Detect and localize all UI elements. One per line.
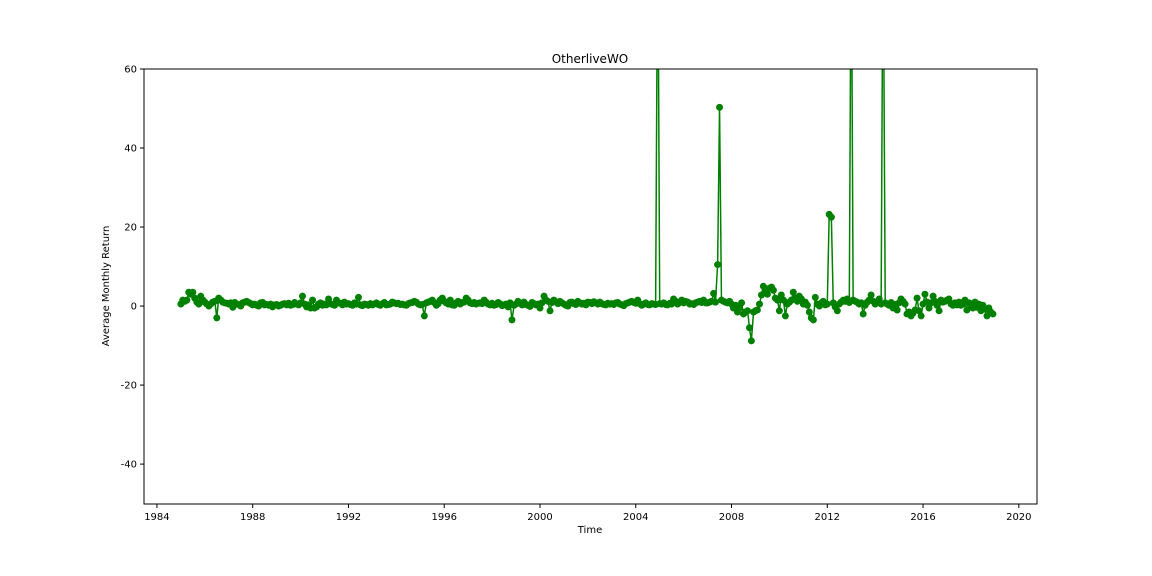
data-point [913, 294, 921, 302]
data-point [769, 286, 777, 294]
data-point [901, 300, 909, 308]
data-point [809, 316, 817, 324]
data-point [935, 307, 943, 315]
data-point [775, 307, 783, 315]
x-tick-label: 2004 [623, 512, 648, 523]
data-point [933, 301, 941, 309]
data-point [710, 289, 718, 297]
axes-frame [143, 68, 1038, 505]
y-tick-label: -20 [121, 381, 137, 392]
data-point [309, 296, 317, 304]
data-point [789, 288, 797, 296]
plot-area [177, 69, 997, 345]
x-tick-label: 1988 [240, 512, 265, 523]
data-point [753, 306, 761, 314]
data-point [745, 324, 753, 332]
x-tick-label: 2016 [910, 512, 935, 523]
y-tick-label: 60 [124, 65, 137, 76]
y-axis-label: Average Monthly Return [101, 226, 112, 347]
data-point [711, 298, 719, 306]
x-tick-label: 2020 [1006, 512, 1031, 523]
x-tick-label: 1984 [144, 512, 169, 523]
data-point [803, 301, 811, 309]
data-point [893, 306, 901, 314]
data-point [213, 314, 221, 322]
y-tick-label: 40 [124, 144, 137, 155]
data-point [738, 299, 746, 307]
x-axis-label: Time [577, 525, 602, 536]
data-point [963, 306, 971, 314]
data-point [355, 293, 363, 301]
x-tick-label: 2008 [719, 512, 744, 523]
data-point [508, 316, 516, 324]
data-point [756, 300, 764, 308]
x-tick-label: 2000 [527, 512, 552, 523]
data-point [183, 296, 191, 304]
data-point [747, 337, 755, 345]
data-point [189, 288, 197, 296]
data-point [827, 213, 835, 221]
chart-title: OtherliveWO [552, 52, 629, 66]
data-point [917, 312, 925, 320]
data-point [744, 307, 752, 315]
y-tick-label: -40 [121, 460, 137, 471]
data-point [805, 308, 813, 316]
x-tick-label: 1992 [336, 512, 361, 523]
data-point [714, 261, 722, 269]
y-tick-label: 0 [131, 302, 137, 313]
data-point [867, 291, 875, 299]
x-tick-label: 1996 [431, 512, 456, 523]
x-tick-label: 2012 [815, 512, 840, 523]
data-point [859, 310, 867, 318]
data-point [823, 300, 831, 308]
data-point [811, 293, 819, 301]
y-tick-label: 20 [124, 223, 137, 234]
data-point [763, 290, 771, 298]
data-point [298, 292, 306, 300]
data-point [759, 282, 767, 290]
data-point [773, 296, 781, 304]
data-point [781, 312, 789, 320]
data-point [716, 103, 724, 111]
data-point [546, 307, 554, 315]
data-point [833, 307, 841, 315]
data-point [921, 290, 929, 298]
data-point [989, 310, 997, 318]
data-point [420, 312, 428, 320]
